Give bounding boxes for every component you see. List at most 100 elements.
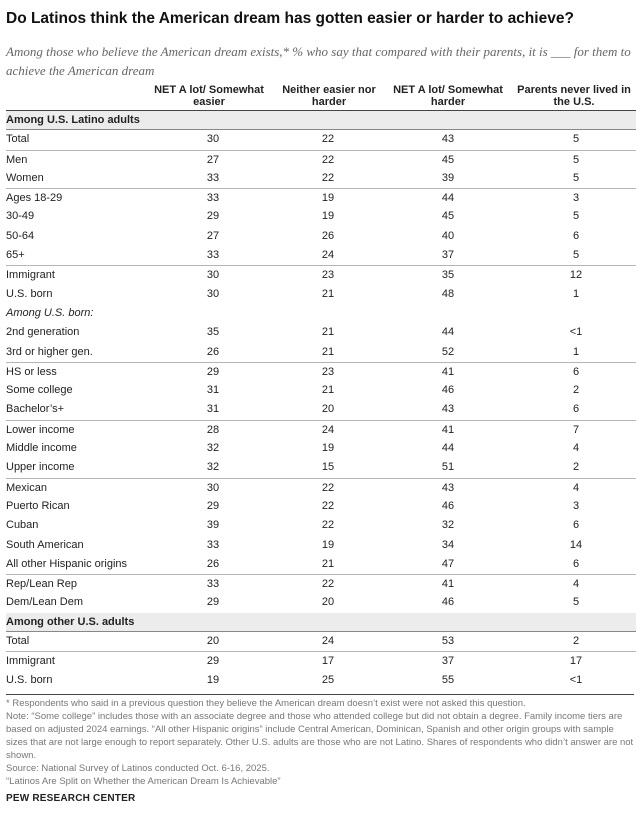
- table-cell: 44: [441, 442, 455, 455]
- table-cell: 12: [569, 269, 583, 282]
- table-row: Total 20 24 53 2: [6, 632, 636, 651]
- note-line: * Respondents who said in a previous que…: [6, 698, 526, 709]
- table-row: 30-49 29 19 45 5: [6, 207, 636, 226]
- table-cell: 22: [321, 481, 335, 494]
- table-cell: 19: [321, 192, 335, 205]
- table-cell: 43: [441, 403, 455, 416]
- table-cell: 27: [206, 229, 220, 242]
- table-row: All other Hispanic origins 26 21 47 6: [6, 555, 636, 574]
- row-label: 50-64: [6, 229, 35, 242]
- table-row: Puerto Rican 29 22 46 3: [6, 497, 636, 516]
- row-label: 30-49: [6, 210, 35, 223]
- table-row: 3rd or higher gen. 26 21 52 1: [6, 343, 636, 362]
- page-subtitle: Among those who believe the American dre…: [6, 44, 631, 78]
- table-cell: 5: [572, 210, 580, 223]
- table-cell: 24: [321, 249, 335, 262]
- row-label: Immigrant: [6, 269, 55, 282]
- table-cell: 2: [572, 461, 580, 474]
- table-cell: 46: [441, 499, 455, 512]
- table-cell: 4: [572, 481, 580, 494]
- column-header-harder: NET A lot/ Somewhat harder: [393, 84, 503, 108]
- table-cell: 19: [321, 210, 335, 223]
- table-cell: 29: [206, 365, 220, 378]
- table-cell: 20: [321, 596, 335, 609]
- table-row: Total 30 22 43 5: [6, 130, 636, 149]
- table-cell: 20: [206, 635, 220, 648]
- note-line: Note: “Some college” includes those with…: [6, 711, 634, 761]
- table-row: South American 33 19 34 14: [6, 536, 636, 555]
- row-label: Some college: [6, 384, 73, 397]
- table-row: Middle income 32 19 44 4: [6, 439, 636, 458]
- table-cell: 6: [572, 229, 580, 242]
- table-cell: 55: [441, 673, 455, 686]
- brand-logo-text: PEW RESEARCH CENTER: [6, 793, 136, 804]
- table-cell: 29: [206, 210, 220, 223]
- table-row: 65+ 33 24 37 5: [6, 246, 636, 265]
- row-label: Mexican: [6, 481, 47, 494]
- row-label: South American: [6, 538, 84, 551]
- table-row: Men 27 22 45 5: [6, 149, 636, 169]
- table-cell: 39: [441, 171, 455, 184]
- table-row: Immigrant 29 17 37 17: [6, 651, 636, 670]
- table-cell: 2: [572, 384, 580, 397]
- table-row: Mexican 30 22 43 4: [6, 477, 636, 497]
- table-cell: 37: [441, 655, 455, 668]
- table-row: Lower income 28 24 41 7: [6, 419, 636, 439]
- table-cell: <1: [569, 673, 583, 686]
- row-label: Bachelor’s+: [6, 403, 64, 416]
- table-cell: 48: [441, 287, 455, 300]
- table-cell: <1: [569, 326, 583, 339]
- row-label: Immigrant: [6, 655, 55, 668]
- table-cell: 21: [321, 326, 335, 339]
- row-label: Middle income: [6, 442, 77, 455]
- table-cell: 7: [572, 423, 580, 436]
- table-cell: 44: [441, 192, 455, 205]
- table-cell: 26: [321, 229, 335, 242]
- table-cell: 31: [206, 403, 220, 416]
- table-cell: 1: [572, 287, 580, 300]
- table-cell: 19: [321, 442, 335, 455]
- table-row: Upper income 32 15 51 2: [6, 458, 636, 477]
- table-cell: 6: [572, 519, 580, 532]
- table-cell: 43: [441, 481, 455, 494]
- table-row: Dem/Lean Dem 29 20 46 5: [6, 593, 636, 612]
- table-cell: 41: [441, 365, 455, 378]
- table-cell: 33: [206, 578, 220, 591]
- table-row: Cuban 39 22 32 6: [6, 516, 636, 535]
- table-cell: 32: [206, 461, 220, 474]
- table-cell: 27: [206, 153, 220, 166]
- table-cell: 33: [206, 192, 220, 205]
- table-cell: 30: [206, 133, 220, 146]
- table-row: Ages 18-29 33 19 44 3: [6, 188, 636, 207]
- table-row: Bachelor’s+ 31 20 43 6: [6, 400, 636, 419]
- table-cell: 22: [321, 171, 335, 184]
- table-cell: 5: [572, 171, 580, 184]
- section-header-row: Among other U.S. adults: [6, 612, 636, 633]
- row-label: Total: [6, 635, 30, 648]
- table-cell: 21: [321, 345, 335, 358]
- table-cell: 21: [321, 557, 335, 570]
- table-cell: 35: [206, 326, 220, 339]
- table-row: HS or less 29 23 41 6: [6, 361, 636, 381]
- row-label: 2nd generation: [6, 326, 80, 339]
- table-cell: 17: [321, 655, 335, 668]
- table-cell: 6: [572, 557, 580, 570]
- table-cell: 35: [441, 269, 455, 282]
- table-cell: 24: [321, 635, 335, 648]
- column-header-easier: NET A lot/ Somewhat easier: [154, 84, 264, 108]
- table-row: Some college 31 21 46 2: [6, 381, 636, 400]
- table-cell: 22: [321, 153, 335, 166]
- table-cell: 40: [441, 229, 455, 242]
- table-cell: 32: [441, 519, 455, 532]
- section-header-row: Among U.S. Latino adults: [6, 111, 636, 131]
- table-cell: 28: [206, 423, 220, 436]
- table-cell: 4: [572, 442, 580, 455]
- table-cell: 23: [321, 269, 335, 282]
- table-cell: 41: [441, 423, 455, 436]
- table-cell: 26: [206, 345, 220, 358]
- table-cell: 30: [206, 287, 220, 300]
- table-cell: 29: [206, 655, 220, 668]
- row-label: 65+: [6, 249, 25, 262]
- table-row: U.S. born 19 25 55 <1: [6, 671, 636, 690]
- table-cell: 21: [321, 287, 335, 300]
